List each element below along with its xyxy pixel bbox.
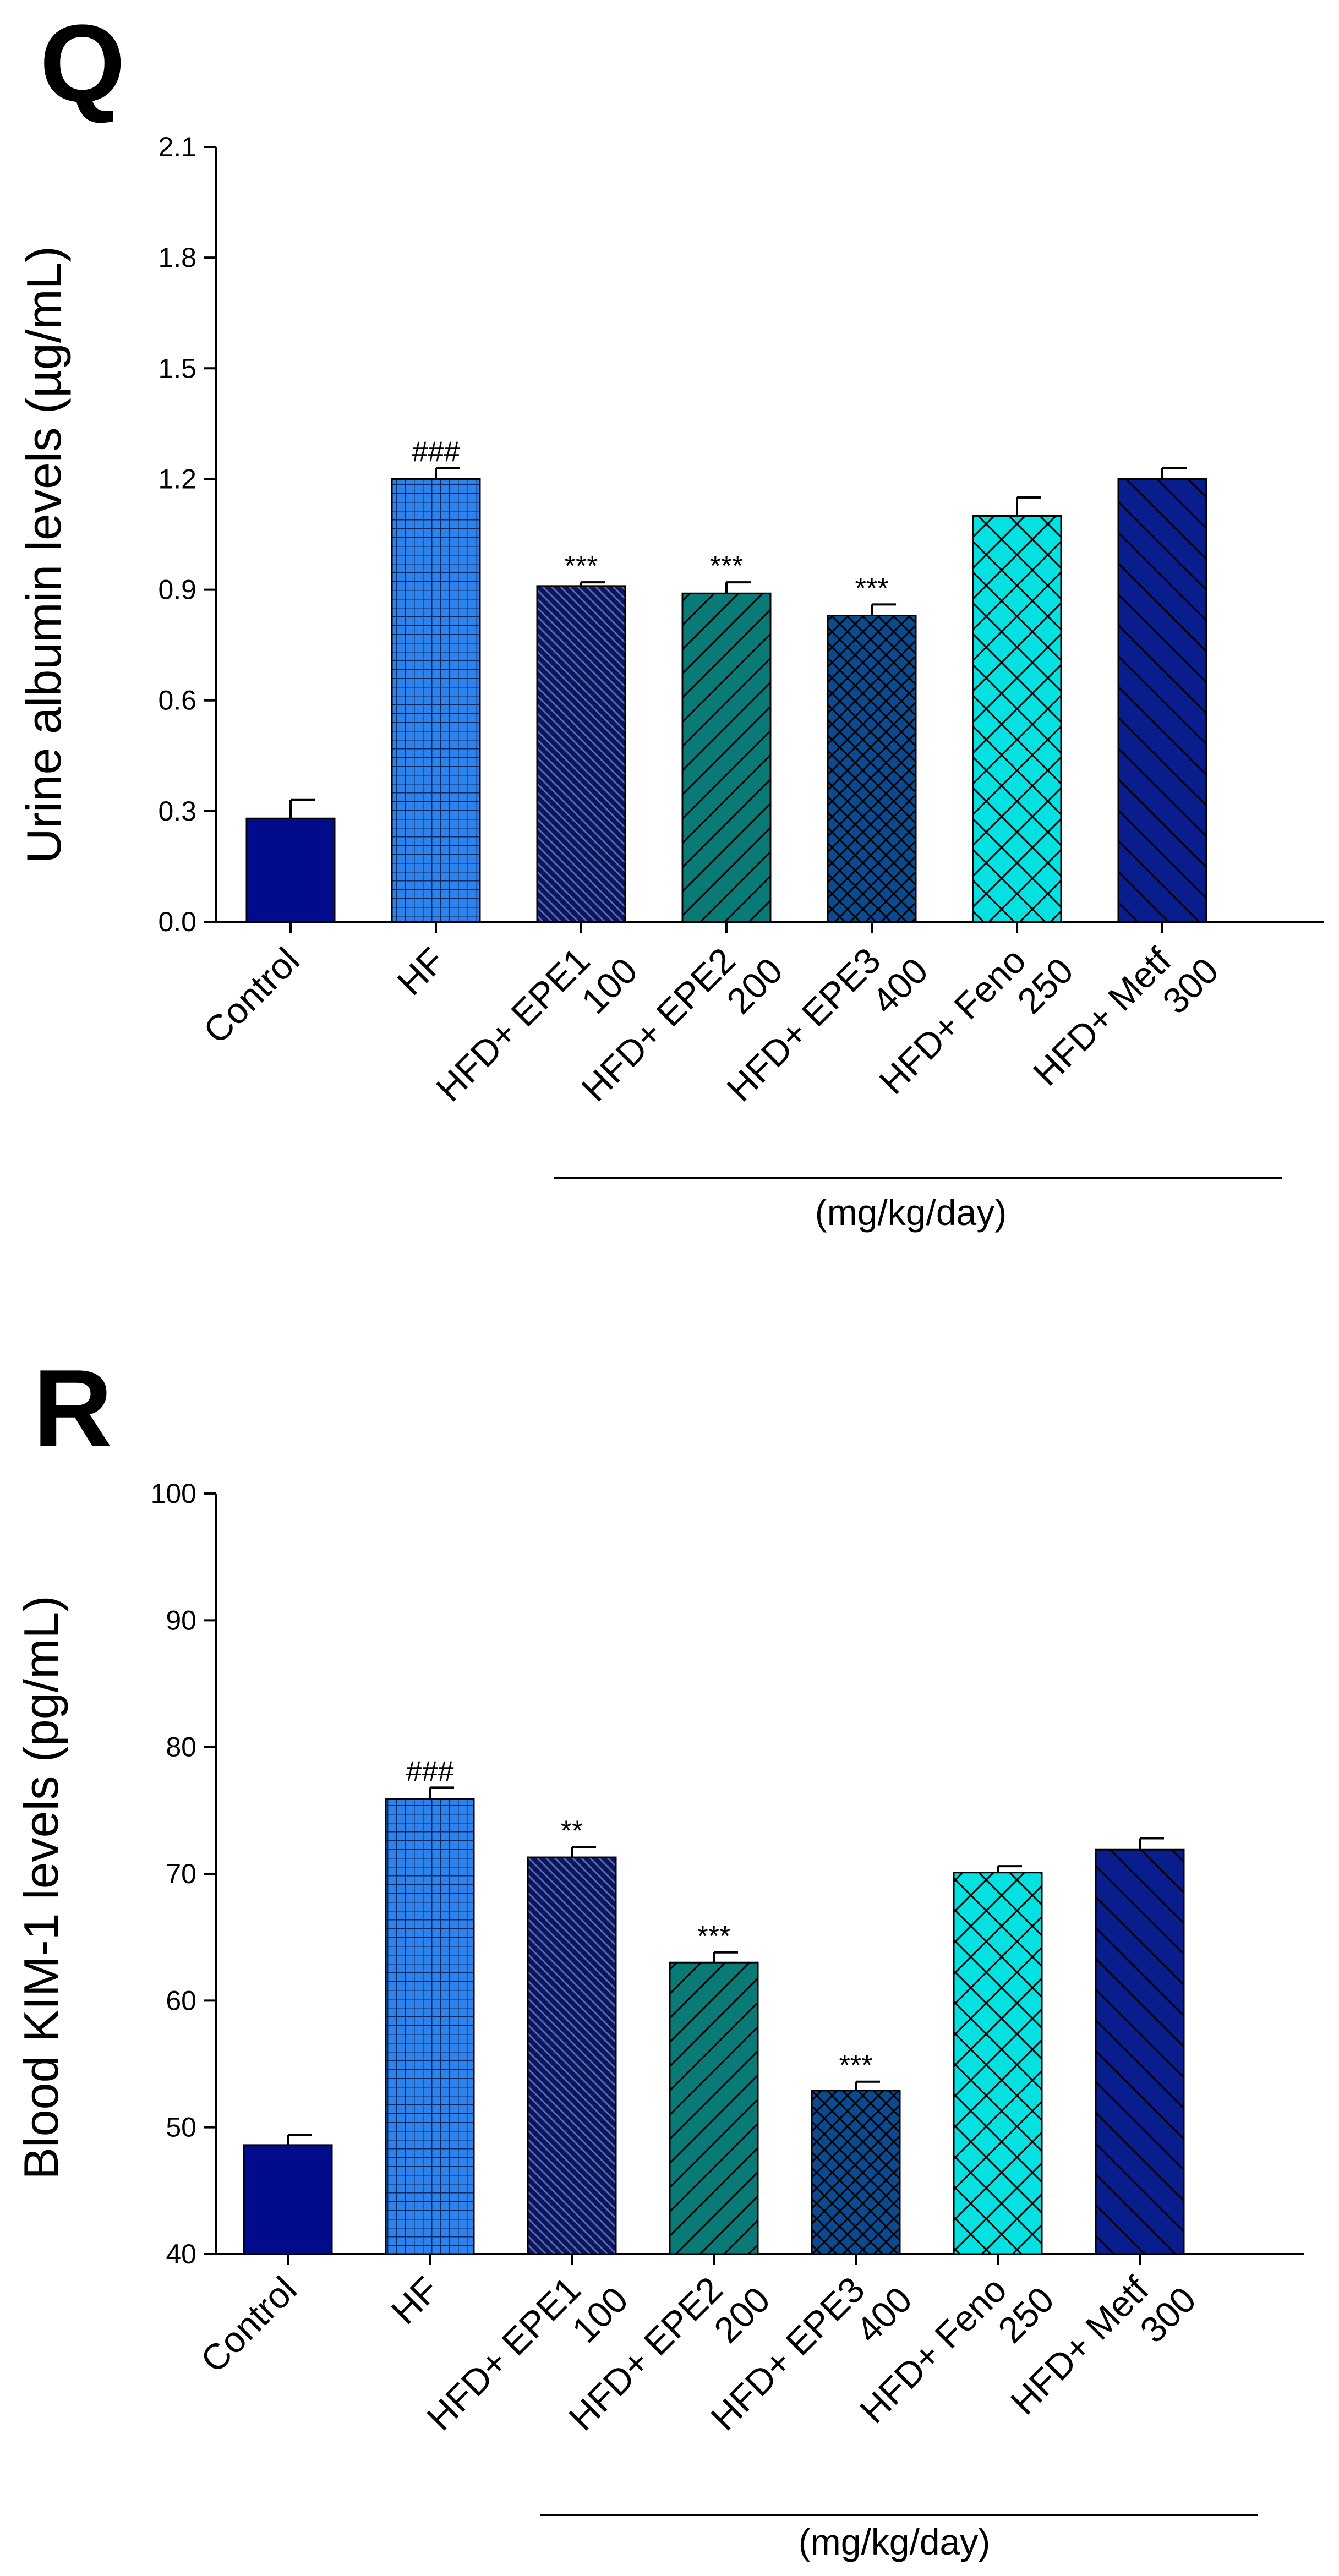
bar-control bbox=[245, 817, 336, 923]
bar-metf bbox=[1095, 1848, 1185, 2255]
group-label-r: (mg/kg/day) bbox=[799, 2522, 990, 2562]
category-label: HF bbox=[389, 940, 452, 1003]
group-label-q: (mg/kg/day) bbox=[815, 1192, 1007, 1233]
y-tick-label: 80 bbox=[166, 1732, 196, 1763]
category-label-line1: HFD+ EPE2 bbox=[561, 2269, 730, 2438]
bar-epe1 bbox=[536, 585, 626, 923]
y-tick-label: 40 bbox=[166, 2239, 196, 2269]
y-axis-title-r: Blood KIM-1 levels (pg/mL) bbox=[14, 1595, 68, 2179]
y-tick-label: 0.3 bbox=[158, 796, 196, 827]
bar-epe2 bbox=[681, 592, 772, 923]
y-tick-label: 70 bbox=[166, 1858, 196, 1889]
y-tick-label: 60 bbox=[166, 1985, 196, 2016]
significance-label: ** bbox=[561, 1815, 583, 1847]
category-label-line1: HFD+ EPE1 bbox=[419, 2269, 588, 2438]
category-label: Control bbox=[195, 940, 307, 1052]
y-tick-label: 1.8 bbox=[158, 242, 196, 273]
category-label-line1: HF bbox=[383, 2269, 446, 2332]
bar-hf bbox=[385, 1798, 475, 2255]
significance-label: *** bbox=[839, 2050, 873, 2082]
bar-metf bbox=[1117, 478, 1207, 923]
category-label-line1: HFD+ EPE3 bbox=[719, 940, 888, 1109]
y-tick-label: 0.0 bbox=[158, 906, 196, 937]
bar-feno bbox=[953, 1872, 1043, 2255]
y-tick-label: 0.9 bbox=[158, 575, 196, 605]
category-label: Control bbox=[193, 2269, 304, 2381]
bar-control bbox=[243, 2144, 333, 2255]
y-axis-title-q: Urine albumin levels (µg/mL) bbox=[17, 246, 71, 863]
panel-r: R Blood KIM-1 levels (pg/mL) (mg/kg/day)… bbox=[14, 1347, 1304, 2562]
significance-label: *** bbox=[565, 550, 598, 582]
significance-label: *** bbox=[855, 572, 889, 604]
y-tick-label: 2.1 bbox=[158, 132, 196, 162]
bar-epe2 bbox=[669, 1961, 759, 2255]
significance-label: ### bbox=[412, 436, 460, 468]
panel-letter-r: R bbox=[33, 1347, 112, 1470]
bar-epe1 bbox=[527, 1856, 617, 2255]
y-tick-label: 50 bbox=[166, 2112, 196, 2143]
category-label-line1: HFD+ EPE2 bbox=[573, 940, 743, 1109]
category-label: HF bbox=[383, 2269, 446, 2332]
category-label-line1: HFD+ EPE3 bbox=[703, 2269, 872, 2438]
y-tick-label: 1.5 bbox=[158, 353, 196, 384]
significance-label: *** bbox=[710, 550, 744, 582]
y-tick-label: 90 bbox=[166, 1605, 196, 1636]
bar-feno bbox=[972, 515, 1062, 923]
category-label-line1: Control bbox=[193, 2269, 304, 2381]
significance-label: *** bbox=[697, 1921, 731, 1952]
bar-epe3 bbox=[827, 615, 917, 923]
significance-label: ### bbox=[406, 1755, 454, 1787]
category-label-line1: HF bbox=[389, 940, 452, 1003]
y-tick-label: 0.6 bbox=[158, 685, 196, 716]
panel-letter-q: Q bbox=[40, 2, 125, 125]
bar-hf bbox=[391, 478, 481, 923]
panel-q: Q Urine albumin levels (µg/mL) (mg/kg/da… bbox=[17, 2, 1324, 1233]
y-tick-label: 100 bbox=[151, 1478, 196, 1509]
bar-epe3 bbox=[811, 2090, 901, 2255]
y-tick-label: 1.2 bbox=[158, 463, 196, 494]
category-label-line1: Control bbox=[195, 940, 307, 1052]
category-label-line1: HFD+ EPE1 bbox=[428, 940, 598, 1109]
